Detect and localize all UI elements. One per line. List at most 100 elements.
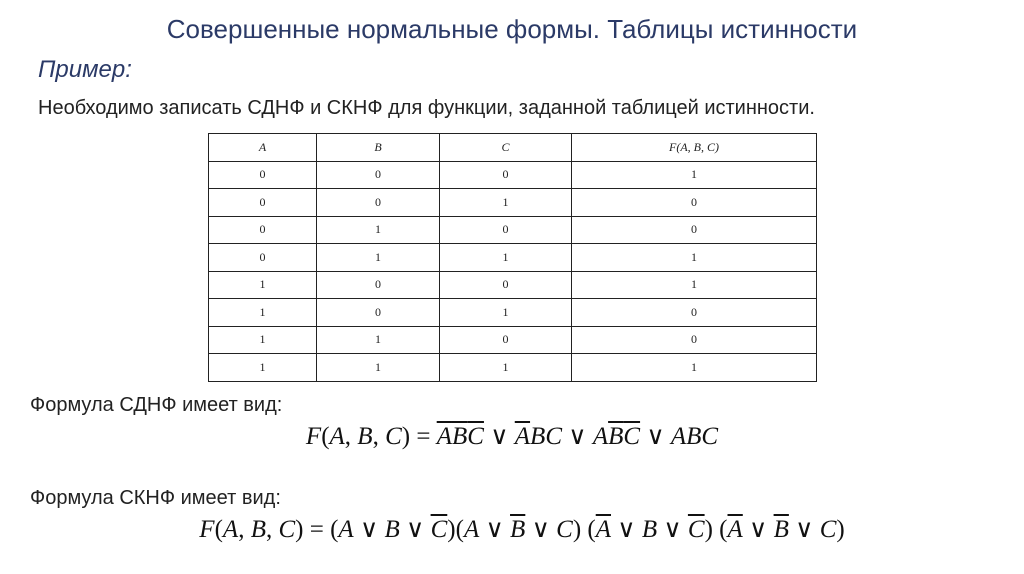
table-cell: 1 bbox=[208, 325, 317, 354]
table-cell: 0 bbox=[208, 215, 317, 244]
table-cell: 0 bbox=[316, 188, 440, 217]
formula-operator: ) = bbox=[401, 423, 437, 450]
table-cell: 1 bbox=[316, 353, 440, 382]
formula-variable: B bbox=[641, 516, 658, 543]
table-cell: 0 bbox=[439, 215, 572, 244]
table-cell: 1 bbox=[316, 325, 440, 354]
formula-operator: ∨ bbox=[657, 516, 688, 543]
header-c: C bbox=[439, 133, 572, 162]
formula-variable: A bbox=[338, 516, 354, 543]
table-cell: 0 bbox=[571, 188, 817, 217]
formula-variable: C bbox=[385, 423, 402, 450]
formula-operator: ) = ( bbox=[295, 516, 339, 543]
table-header-row: A B C F(A, B, C) bbox=[208, 133, 817, 162]
example-heading: Пример: bbox=[38, 56, 132, 83]
formula-variable: C bbox=[278, 516, 296, 543]
table-cell: 0 bbox=[571, 215, 817, 244]
table-cell: 1 bbox=[208, 353, 317, 382]
table-cell: 0 bbox=[439, 325, 572, 354]
formula-operator: , bbox=[265, 516, 279, 543]
table-cell: 0 bbox=[208, 243, 317, 272]
formula-operator: ∨ bbox=[479, 516, 511, 543]
table-cell: 1 bbox=[439, 243, 572, 272]
slide-title: Совершенные нормальные формы. Таблицы ис… bbox=[166, 14, 858, 44]
sknf-label: Формула СКНФ имеет вид: bbox=[30, 487, 281, 509]
table-cell: 0 bbox=[439, 270, 572, 299]
formula-variable: ABC bbox=[670, 423, 719, 450]
formula-variable: C bbox=[556, 516, 573, 543]
formula-variable: A bbox=[727, 516, 743, 543]
formula-variable: B bbox=[608, 423, 624, 450]
table-cell: 1 bbox=[439, 188, 572, 217]
formula-variable: F bbox=[305, 423, 322, 450]
task-description: Необходимо записать СДНФ и СКНФ для функ… bbox=[38, 97, 815, 119]
formula-operator: ) bbox=[836, 516, 845, 543]
formula-variable: B bbox=[773, 516, 789, 543]
table-cell: 1 bbox=[208, 270, 317, 299]
formula-operator: )( bbox=[447, 516, 464, 543]
formula-variable: F bbox=[199, 516, 215, 543]
formula-variable: B bbox=[384, 516, 400, 543]
table-cell: 0 bbox=[439, 160, 572, 189]
table-cell: 1 bbox=[439, 353, 572, 382]
table-cell: 0 bbox=[571, 325, 817, 354]
formula-variable: A bbox=[436, 423, 452, 450]
table-cell: 1 bbox=[316, 243, 440, 272]
formula-variable: B bbox=[250, 516, 266, 543]
table-cell: 1 bbox=[439, 298, 572, 327]
table-cell: 0 bbox=[571, 298, 817, 327]
header-f: F(A, B, C) bbox=[571, 133, 817, 162]
formula-operator: , bbox=[372, 423, 386, 450]
formula-variable: B bbox=[510, 516, 526, 543]
formula-variable: C bbox=[623, 423, 641, 450]
formula-variable: A bbox=[329, 423, 345, 450]
table-cell: 0 bbox=[316, 298, 440, 327]
table-cell: 1 bbox=[571, 353, 817, 382]
formula-variable: B bbox=[451, 423, 468, 450]
formula-variable: C bbox=[819, 516, 837, 543]
formula-variable: A bbox=[222, 516, 239, 543]
table-cell: 1 bbox=[208, 298, 317, 327]
formula-variable: C bbox=[467, 423, 484, 450]
formula-variable: A bbox=[463, 516, 480, 543]
formula-operator: ∨ bbox=[788, 516, 820, 543]
formula-operator: ∨ bbox=[353, 516, 385, 543]
sdnf-label: Формула СДНФ имеет вид: bbox=[30, 394, 283, 416]
formula-operator: ∨ bbox=[742, 516, 774, 543]
formula-operator: , bbox=[344, 423, 358, 450]
formula-operator: ∨ bbox=[640, 423, 671, 450]
header-a: A bbox=[208, 133, 317, 162]
sknf-formula: F(A, B, C) = (A ∨ B ∨ C)(A ∨ B ∨ C) (A ∨… bbox=[0, 514, 1024, 544]
table-cell: 0 bbox=[208, 188, 317, 217]
formula-variable: A bbox=[595, 516, 611, 543]
table-cell: 0 bbox=[316, 270, 440, 299]
formula-operator: ∨ bbox=[483, 423, 515, 450]
formula-variable: B bbox=[357, 423, 373, 450]
table-cell: 1 bbox=[571, 270, 817, 299]
formula-variable: A bbox=[592, 423, 609, 450]
formula-variable: BC bbox=[530, 423, 562, 450]
formula-operator: ∨ bbox=[562, 423, 593, 450]
table-cell: 1 bbox=[571, 243, 817, 272]
formula-variable: A bbox=[514, 423, 531, 450]
header-b: B bbox=[316, 133, 440, 162]
formula-operator: ( bbox=[214, 516, 223, 543]
formula-operator: , bbox=[238, 516, 251, 543]
table-cell: 1 bbox=[316, 215, 440, 244]
formula-operator: ∨ bbox=[611, 516, 642, 543]
sdnf-formula: F(A, B, C) = ABC ∨ ABC ∨ ABC ∨ ABC bbox=[0, 421, 1024, 451]
formula-operator: ( bbox=[321, 423, 330, 450]
formula-variable: C bbox=[687, 516, 705, 543]
formula-operator: ∨ bbox=[399, 516, 431, 543]
table-cell: 0 bbox=[208, 160, 317, 189]
formula-operator: ∨ bbox=[525, 516, 557, 543]
table-cell: 0 bbox=[316, 160, 440, 189]
